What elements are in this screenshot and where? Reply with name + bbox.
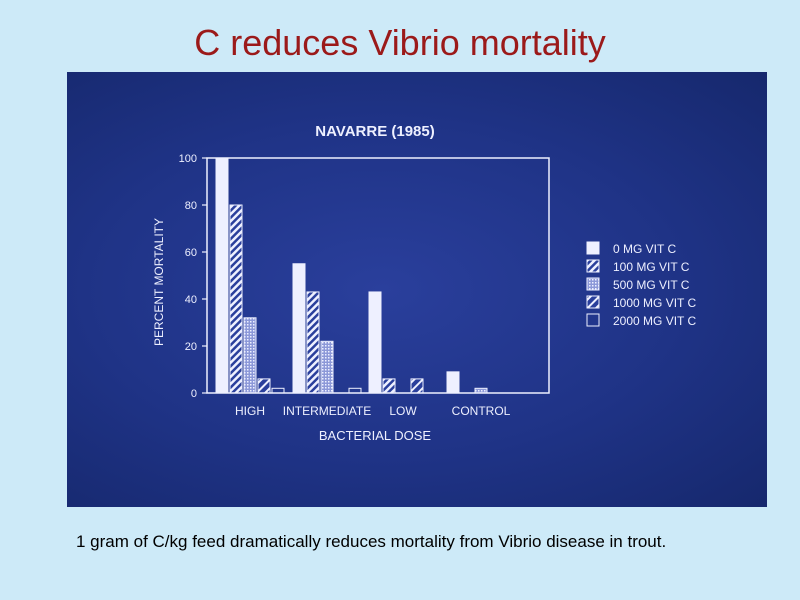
bar-low-3	[410, 378, 424, 394]
y-tick-label: 60	[185, 247, 197, 259]
bar-intermediate-1	[306, 291, 320, 394]
x-axis: HIGH INTERMEDIATE LOW CONTROL	[235, 404, 511, 418]
y-tick-label: 40	[185, 294, 197, 306]
legend-swatch	[586, 277, 600, 291]
y-axis: 0 20 40 60 80 100	[179, 153, 207, 400]
x-tick-label: LOW	[389, 404, 417, 418]
bars	[215, 157, 488, 394]
bar-high-0	[215, 157, 229, 394]
y-tick-label: 20	[185, 341, 197, 353]
legend-swatch	[586, 295, 600, 309]
slide-title: C reduces Vibrio mortality	[194, 22, 606, 63]
legend-label: 2000 MG VIT C	[613, 314, 696, 328]
legend-swatch	[586, 313, 600, 327]
plot-frame	[206, 157, 550, 394]
x-tick-label: CONTROL	[452, 404, 511, 418]
bar-low-1	[382, 378, 396, 394]
bar-high-3	[257, 378, 271, 394]
slide-caption: 1 gram of C/kg feed dramatically reduces…	[76, 532, 667, 551]
y-tick-label: 80	[185, 200, 197, 212]
bar-control-0	[446, 371, 460, 394]
x-tick-label: INTERMEDIATE	[283, 404, 371, 418]
x-tick-label: HIGH	[235, 404, 265, 418]
bar-intermediate-0	[292, 263, 306, 394]
bar-high-1	[229, 204, 243, 394]
bar-intermediate-2	[320, 340, 334, 394]
legend-label: 0 MG VIT C	[613, 242, 676, 256]
chart-title: NAVARRE (1985)	[315, 123, 434, 140]
bar-low-0	[368, 291, 382, 394]
y-tick-label: 0	[191, 388, 197, 400]
y-axis-label: PERCENT MORTALITY	[152, 218, 166, 346]
legend-swatch	[586, 241, 600, 255]
legend-label: 100 MG VIT C	[613, 260, 690, 274]
x-axis-label: BACTERIAL DOSE	[319, 428, 432, 443]
y-tick-label: 100	[179, 153, 197, 165]
legend-label: 1000 MG VIT C	[613, 296, 696, 310]
bar-chart: NAVARRE (1985) PERCENT MORTALITY 0 20 40 60…	[152, 123, 696, 443]
chart-photo: NAVARRE (1985) PERCENT MORTALITY 0 20 40 60…	[67, 72, 767, 507]
legend-swatch	[586, 259, 600, 273]
legend: 0 MG VIT C 100 MG VIT C 500 MG VIT C 1000 M…	[586, 241, 696, 328]
bar-high-2	[243, 317, 257, 394]
legend-label: 500 MG VIT C	[613, 278, 690, 292]
